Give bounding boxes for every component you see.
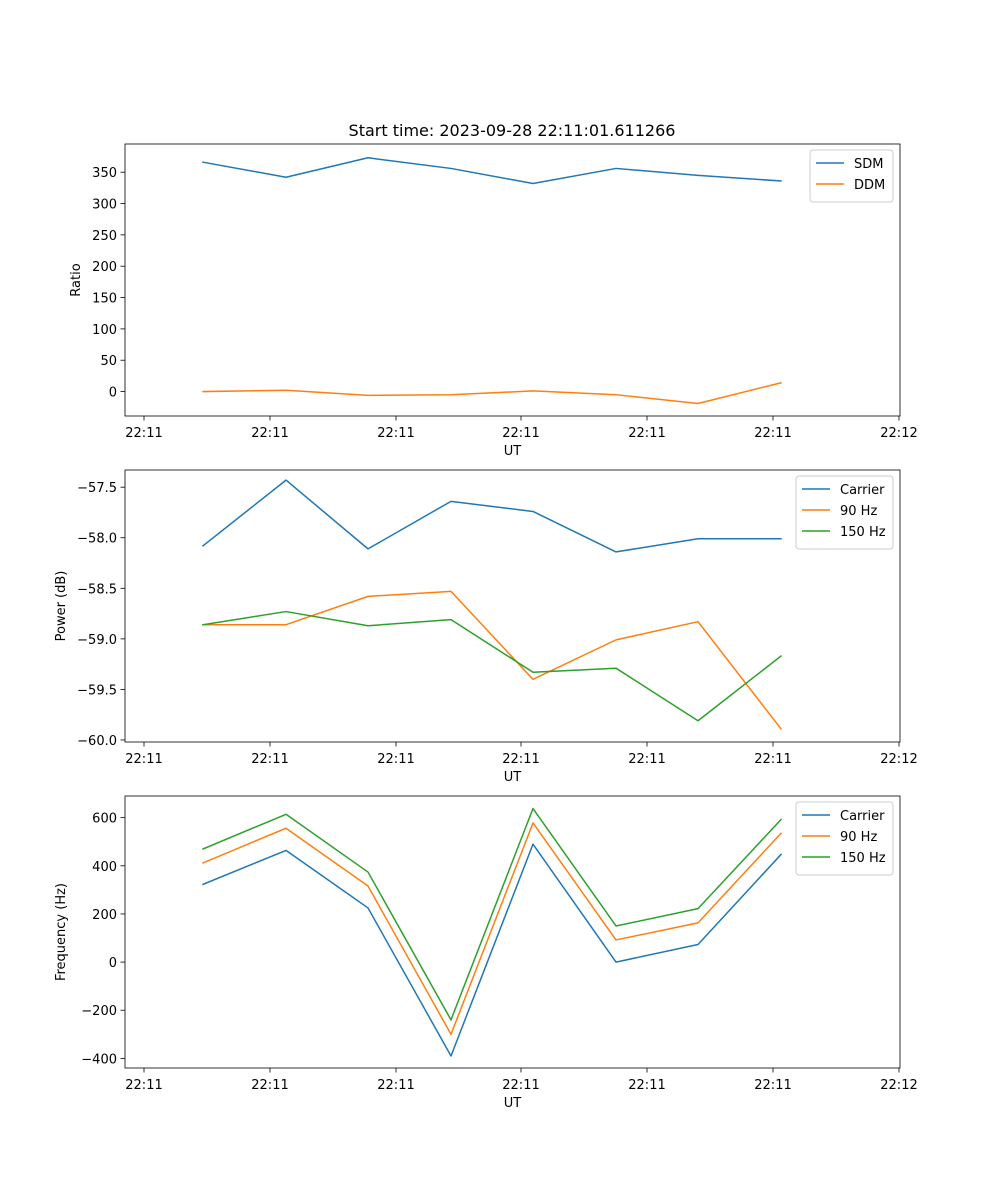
chart-panel-2: 22:11 22:11 22:11 22:11 22:11 22:11 22:12 −60.0… [54,469,918,785]
y-tick-label: 0 [109,956,117,971]
series-line-ddm [202,381,782,405]
y-tick-label: −60.0 [77,734,117,749]
x-tick-label: 22:11 [754,752,791,767]
x-tick-label: 22:12 [880,1078,917,1093]
legend-label: 90 Hz [840,830,877,845]
x-tick-label: 22:11 [125,752,162,767]
y-tick-label: 350 [92,166,117,181]
x-tick-label: 22:11 [628,426,665,441]
y-tick-label: 200 [92,908,117,923]
chart-title: Start time: 2023-09-28 22:11:01.611266 [349,121,676,140]
y-tick-label: −57.5 [77,481,117,496]
series-line-90-hz [202,590,783,730]
x-tick-label: 22:11 [377,426,414,441]
y-axis-label: Frequency (Hz) [54,883,69,981]
legend-label: 150 Hz [840,525,886,540]
axes-frame [124,469,901,743]
x-tick-label: 22:11 [125,1078,162,1093]
x-tick-label: 22:11 [125,426,162,441]
axes-frame [124,143,901,417]
y-tick-label: 0 [109,386,117,401]
chart-panel-3: 22:11 22:11 22:11 22:11 22:11 22:11 22:12 −400 −… [54,795,918,1111]
y-tick-label: 100 [92,323,117,338]
x-tick-label: 22:11 [377,1078,414,1093]
series-line-90-hz [202,822,783,1036]
x-tick-label: 22:11 [754,426,791,441]
series-line-sdm [202,157,782,185]
y-tick-label: 50 [100,354,117,369]
x-tick-label: 22:11 [628,1078,665,1093]
y-tick-label: 150 [92,292,117,307]
legend-label: DDM [854,178,885,193]
series-line-150-hz [202,610,783,722]
y-tick-label: −58.0 [77,532,117,547]
x-tick-label: 22:11 [628,752,665,767]
x-tick-label: 22:12 [880,426,917,441]
y-tick-label: −400 [81,1052,117,1067]
x-tick-label: 22:11 [251,1078,288,1093]
legend: SDM DDM [809,149,894,203]
x-tick-label: 22:11 [502,1078,539,1093]
y-tick-label: 600 [92,812,117,827]
y-tick-label: −58.5 [77,582,117,597]
y-tick-label: 300 [92,198,117,213]
legend: Carrier 90 Hz 150 Hz [795,475,894,550]
x-tick-label: 22:11 [502,426,539,441]
chart-panel-1: 22:11 22:11 22:11 22:11 22:11 22:11 22:12 0 50 10… [69,143,918,459]
x-axis-label: UT [504,444,522,459]
y-axis-label: Power (dB) [54,571,69,642]
legend-label: 150 Hz [840,851,886,866]
legend-label: 90 Hz [840,504,877,519]
y-tick-label: −200 [81,1004,117,1019]
y-axis-label: Ratio [69,263,84,296]
x-tick-label: 22:12 [880,752,917,767]
y-tick-label: 250 [92,229,117,244]
legend-label: Carrier [840,809,885,824]
y-tick-label: 400 [92,860,117,875]
y-tick-label: −59.5 [77,683,117,698]
legend-label: Carrier [840,483,885,498]
x-tick-label: 22:11 [377,752,414,767]
x-tick-label: 22:11 [251,752,288,767]
axes-frame [124,795,901,1069]
x-tick-label: 22:11 [251,426,288,441]
series-line-carrier [201,479,782,553]
x-axis-label: UT [504,770,522,785]
series-line-carrier [202,843,783,1057]
legend: Carrier 90 Hz 150 Hz [795,801,894,876]
x-axis-label: UT [504,1096,522,1111]
x-tick-label: 22:11 [754,1078,791,1093]
legend-label: SDM [854,157,883,172]
y-tick-label: 200 [92,260,117,275]
y-tick-label: −59.0 [77,633,117,648]
x-tick-label: 22:11 [502,752,539,767]
series-line-150-hz [202,807,783,1021]
